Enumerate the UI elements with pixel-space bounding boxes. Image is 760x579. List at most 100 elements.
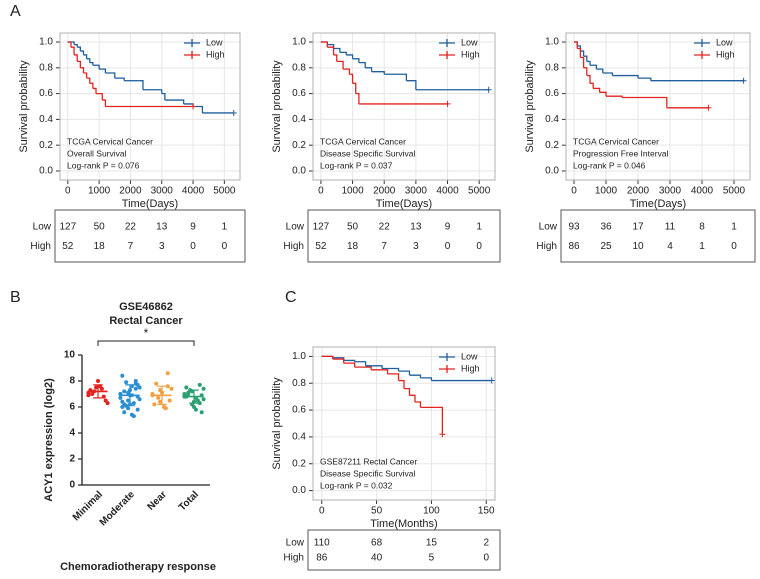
legend-symbol: [694, 39, 710, 47]
y-tick-label: 0.0: [292, 166, 306, 177]
risk-count: 18: [347, 241, 359, 252]
survival-step: [352, 82, 357, 94]
data-point: [126, 398, 131, 403]
survival-step: [409, 394, 416, 403]
x-tick-label: 2000: [119, 186, 142, 197]
y-tick-label: 0.8: [39, 62, 53, 73]
survival-step: [577, 47, 582, 58]
data-point: [124, 380, 129, 385]
y-axis-label: ACY1 expression (log2): [43, 378, 55, 502]
risk-count: 4: [667, 241, 673, 252]
survival-step: [320, 41, 328, 48]
survival-step: [354, 366, 372, 370]
survival-step: [70, 46, 75, 55]
survival-step: [352, 58, 360, 63]
survival-step: [599, 91, 607, 97]
y-tick-label: 2: [69, 454, 75, 465]
legend-label: High: [461, 49, 480, 59]
annotation: Log-rank P = 0.037: [320, 160, 393, 170]
survival-step: [77, 46, 81, 52]
survival-step: [139, 80, 144, 90]
x-axis-label: Time(Months): [370, 518, 437, 530]
risk-count: 0: [190, 241, 196, 252]
risk-count: 18: [94, 241, 106, 252]
data-point: [163, 406, 168, 411]
y-axis-label: Survival probability: [524, 60, 536, 153]
x-axis-label: Time(Days): [630, 198, 686, 210]
y-tick-label: 6: [69, 402, 75, 413]
legend-symbol: [184, 39, 200, 47]
risk-count: 93: [568, 221, 580, 232]
survival-step: [343, 362, 356, 368]
survival-step: [332, 358, 345, 364]
y-tick-label: 8: [69, 376, 75, 387]
risk-row-label: Low: [286, 537, 305, 548]
x-tick-label: 150: [478, 506, 495, 517]
risk-count: 15: [426, 537, 438, 548]
risk-count: 22: [125, 221, 137, 232]
data-point: [135, 407, 140, 412]
legend-label: Low: [461, 37, 478, 47]
x-tick-label: 100: [423, 506, 440, 517]
risk-count: 36: [600, 221, 612, 232]
survival-step: [365, 365, 383, 369]
y-tick-label: 0.8: [292, 62, 306, 73]
y-tick-label: 0.4: [545, 114, 559, 125]
censor-mark: [230, 109, 237, 116]
panel-label: C: [285, 289, 297, 306]
risk-row-label: High: [283, 241, 304, 252]
risk-count: 5: [429, 553, 435, 564]
data-point: [135, 382, 140, 387]
risk-count: 10: [632, 241, 644, 252]
annotation: Disease Specific Survival: [320, 468, 416, 478]
survival-step: [371, 71, 385, 75]
x-tick-label: 2000: [627, 186, 650, 197]
risk-count: 1: [476, 221, 482, 232]
survival-step: [89, 82, 94, 89]
data-point: [94, 385, 99, 390]
data-point: [199, 410, 204, 415]
y-tick-label: 1.0: [545, 37, 559, 48]
risk-count: 86: [568, 241, 580, 252]
censor-mark: [439, 431, 446, 438]
survival-step: [80, 67, 85, 73]
data-point: [201, 386, 206, 391]
survival-step: [574, 41, 578, 49]
sd-bar: [93, 384, 103, 399]
survival-step: [74, 43, 78, 48]
risk-count: 68: [371, 537, 383, 548]
survival-step: [161, 92, 166, 101]
annotation: Log-rank P = 0.046: [573, 160, 646, 170]
plot-frame: [565, 32, 751, 181]
legend-label: High: [461, 363, 480, 373]
x-tick-label: Near: [145, 489, 169, 513]
annotation: TCGA Cervical Cancer: [67, 136, 153, 146]
censor-mark: [485, 86, 492, 93]
legend-label: Low: [206, 37, 223, 47]
risk-count: 50: [94, 221, 106, 232]
survival-step: [77, 60, 81, 68]
x-tick-label: Total: [177, 489, 201, 513]
risk-count: 127: [313, 221, 330, 232]
risk-count: 0: [476, 241, 482, 252]
legend-label: Low: [716, 37, 733, 47]
data-point: [133, 379, 138, 383]
plot-frame: [59, 32, 241, 181]
survival-step: [638, 77, 652, 81]
survival-step: [586, 60, 591, 66]
x-tick-label: 0: [319, 506, 325, 517]
y-tick-label: 0: [69, 480, 75, 491]
risk-count: 7: [381, 241, 387, 252]
sd-bar: [189, 389, 199, 404]
survival-step: [346, 54, 354, 59]
data-point: [120, 373, 125, 378]
risk-row-label: High: [30, 241, 51, 252]
panel-label: A: [10, 3, 21, 20]
risk-count: 0: [731, 241, 737, 252]
data-point: [158, 399, 163, 404]
survival-step: [354, 361, 367, 366]
risk-count: 2: [483, 537, 489, 548]
risk-count: 7: [128, 241, 134, 252]
survival-step: [193, 105, 204, 113]
